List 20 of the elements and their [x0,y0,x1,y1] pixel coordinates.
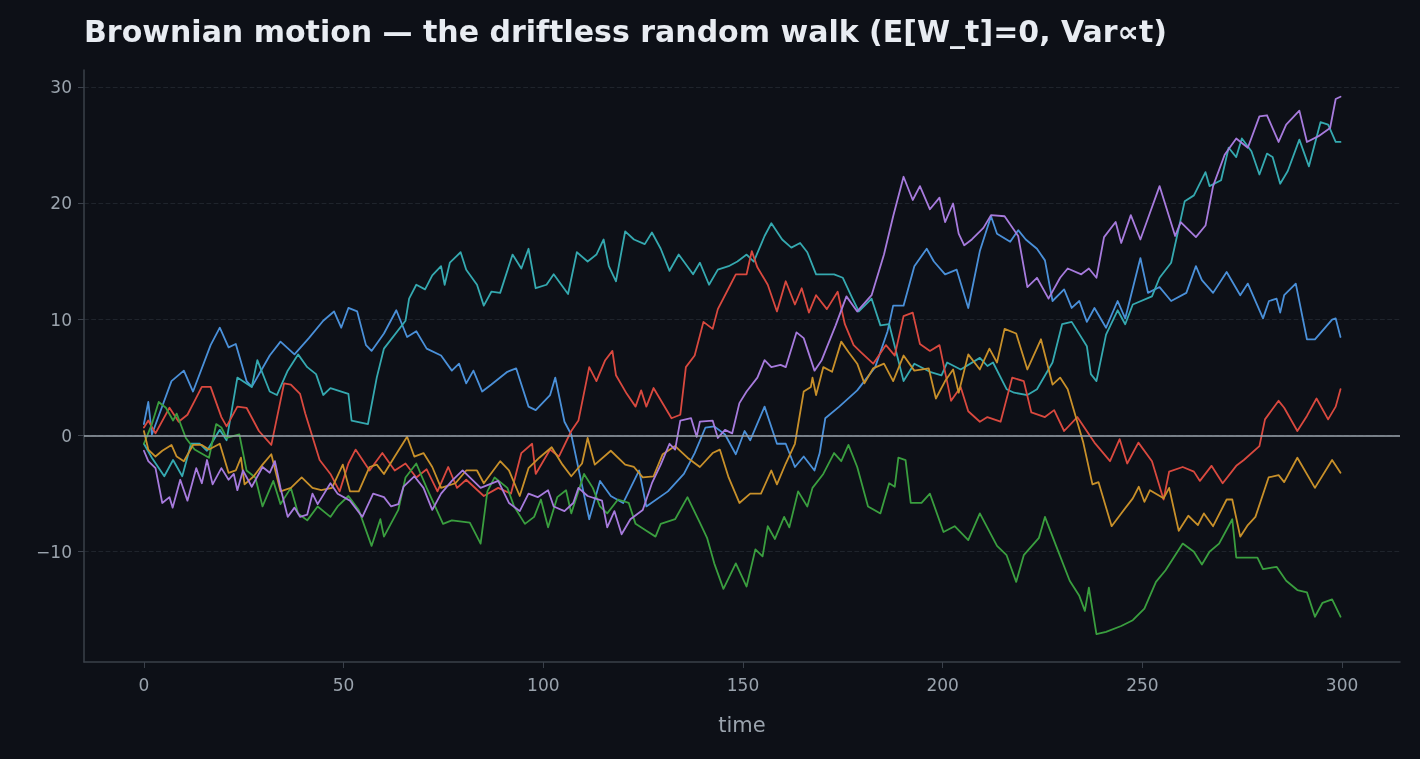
x-tick-label: 100 [527,674,560,695]
y-tick-label: 20 [50,193,72,214]
line-series [143,250,1342,501]
x-tick-label: 0 [138,674,150,695]
line-series [143,401,1342,636]
line-series [143,121,1342,478]
y-tick-label: 10 [50,309,72,330]
chart-title: Brownian motion — the driftless random walk (E[W_t]=0, Var∝t) [84,13,1168,49]
x-axis-title: time [718,712,766,737]
line-series [143,327,1342,538]
x-tick-label: 50 [332,674,355,695]
y-tick-label: 0 [61,425,72,446]
x-tick-label: 250 [1126,674,1159,695]
line-series [143,215,1342,521]
y-tick-label: −10 [36,541,72,562]
x-tick-label: 150 [726,674,760,695]
x-tick-label: 300 [1325,674,1359,695]
line-series [143,95,1342,536]
y-tick-label: 30 [50,77,72,98]
x-tick-label: 200 [926,674,959,695]
